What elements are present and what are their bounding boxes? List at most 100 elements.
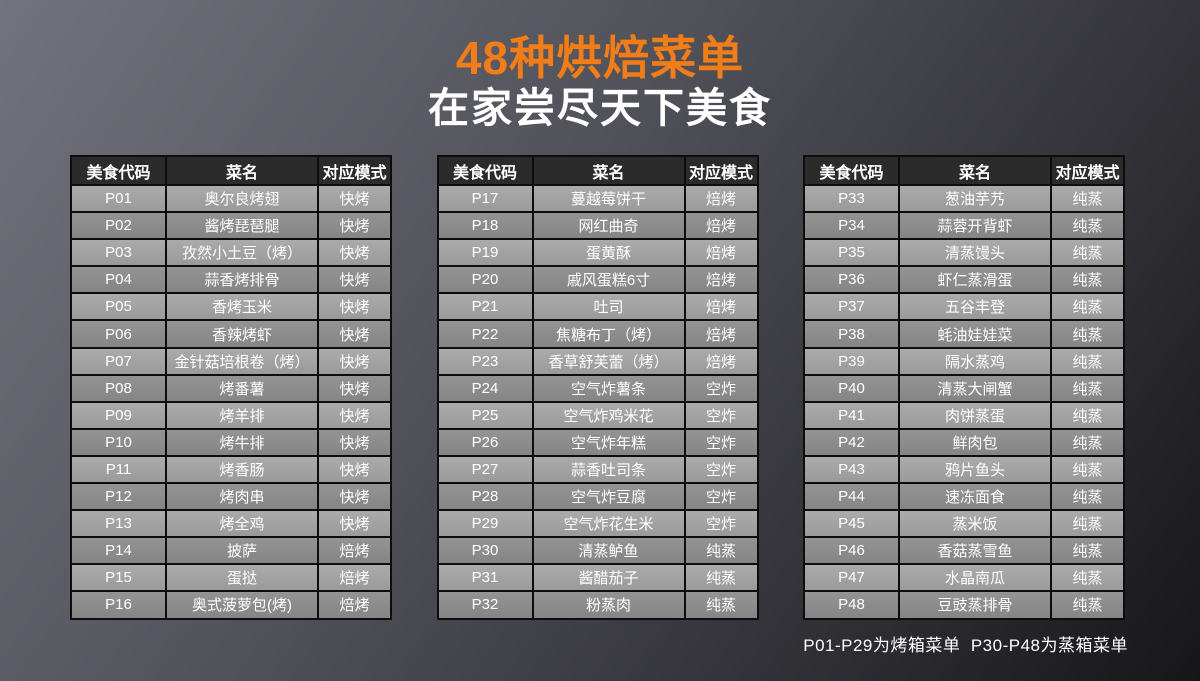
- table-row: P35 清蒸馒头 纯蒸: [803, 238, 1125, 268]
- code-cell: P40: [803, 373, 900, 403]
- table-row: P30 清蒸鲈鱼 纯蒸: [436, 536, 759, 566]
- dish-name-cell: 烤羊排: [165, 400, 319, 430]
- mode-cell: 焙烤: [317, 536, 392, 566]
- table-row: P44 速冻面食 纯蒸: [803, 482, 1125, 512]
- dish-name-cell: 吐司: [531, 292, 686, 322]
- mode-cell: 焙烤: [317, 563, 392, 593]
- menu-table-p17-p32: 美食代码 菜名 对应模式 P17 蔓越莓饼干 焙烤 P18 网红曲奇 焙烤 P19 蛋黄酥 焙烤 P20…: [436, 155, 759, 620]
- dish-name-cell: 烤全鸡: [165, 509, 319, 539]
- table-row: P32 粉蒸肉 纯蒸: [436, 590, 759, 620]
- code-cell: P20: [436, 265, 534, 295]
- mode-cell: 纯蒸: [683, 563, 759, 593]
- code-cell: P04: [70, 265, 167, 295]
- code-cell: P29: [436, 509, 534, 539]
- table-row: P36 虾仁蒸滑蛋 纯蒸: [803, 265, 1125, 295]
- mode-cell: 空炸: [683, 454, 759, 485]
- mode-cell: 快烤: [317, 427, 392, 457]
- dish-name-cell: 焦糖布丁（烤）: [531, 319, 686, 349]
- code-cell: P36: [803, 265, 900, 295]
- mode-cell: 焙烤: [683, 319, 759, 349]
- dish-name-cell: 速冻面食: [898, 482, 1052, 512]
- mode-cell: 快烤: [317, 346, 392, 376]
- mode-cell: 纯蒸: [1050, 427, 1125, 457]
- code-cell: P44: [803, 482, 900, 512]
- column-header: 美食代码: [70, 155, 167, 186]
- menu-table-p01-p16: 美食代码 菜名 对应模式 P01 奥尔良烤翅 快烤 P02 酱烤琵琶腿 快烤 P03 孜然小土豆（烤…: [70, 155, 392, 620]
- dish-name-cell: 蛋黄酥: [531, 238, 686, 268]
- table-row: P03 孜然小土豆（烤） 快烤: [70, 238, 392, 268]
- table-row: P29 空气炸花生米 空炸: [436, 509, 759, 539]
- code-cell: P13: [70, 509, 167, 539]
- mode-cell: 快烤: [317, 400, 392, 430]
- dish-name-cell: 蚝油娃娃菜: [898, 319, 1052, 349]
- code-cell: P09: [70, 400, 167, 430]
- table-row: P07 金针菇培根卷（烤） 快烤: [70, 346, 392, 376]
- table-row: P39 隔水蒸鸡 纯蒸: [803, 346, 1125, 376]
- dish-name-cell: 金针菇培根卷（烤）: [165, 346, 319, 376]
- code-cell: P38: [803, 319, 900, 349]
- code-cell: P43: [803, 454, 900, 485]
- code-cell: P21: [436, 292, 534, 322]
- mode-cell: 焙烤: [683, 265, 759, 295]
- mode-cell: 纯蒸: [1050, 536, 1125, 566]
- table-row: P14 披萨 焙烤: [70, 536, 392, 566]
- mode-cell: 纯蒸: [1050, 563, 1125, 593]
- table-row: P33 葱油芋艿 纯蒸: [803, 183, 1125, 214]
- code-cell: P26: [436, 427, 534, 457]
- dish-name-cell: 蒸米饭: [898, 509, 1052, 539]
- dish-name-cell: 清蒸大闸蟹: [898, 373, 1052, 403]
- code-cell: P08: [70, 373, 167, 403]
- code-cell: P30: [436, 536, 534, 566]
- table-row: P48 豆豉蒸排骨 纯蒸: [803, 590, 1125, 620]
- table-row: P02 酱烤琵琶腿 快烤: [70, 211, 392, 241]
- column-header: 菜名: [531, 155, 686, 186]
- dish-name-cell: 香草舒芙蕾（烤）: [531, 346, 686, 376]
- dish-name-cell: 五谷丰登: [898, 292, 1052, 322]
- code-cell: P15: [70, 563, 167, 593]
- page-title: 48种烘焙菜单: [455, 32, 745, 84]
- mode-cell: 焙烤: [683, 211, 759, 241]
- code-cell: P27: [436, 454, 534, 485]
- code-cell: P12: [70, 482, 167, 512]
- menu-table-p33-p48: 美食代码 菜名 对应模式 P33 葱油芋艿 纯蒸 P34 蒜蓉开背虾 纯蒸 P35 清蒸馒头 纯蒸 P3…: [803, 155, 1125, 620]
- dish-name-cell: 网红曲奇: [531, 211, 686, 241]
- code-cell: P32: [436, 590, 534, 620]
- mode-cell: 纯蒸: [1050, 346, 1125, 376]
- mode-cell: 快烤: [317, 292, 392, 322]
- mode-cell: 纯蒸: [1050, 319, 1125, 349]
- table-row: P10 烤牛排 快烤: [70, 427, 392, 457]
- dish-name-cell: 空气炸薯条: [531, 373, 686, 403]
- mode-cell: 纯蒸: [1050, 509, 1125, 539]
- code-cell: P10: [70, 427, 167, 457]
- footer-note: P01-P29为烤箱菜单 P30-P48为蒸箱菜单: [803, 636, 1128, 655]
- mode-cell: 纯蒸: [1050, 238, 1125, 268]
- table-row: P22 焦糖布丁（烤） 焙烤: [436, 319, 759, 349]
- code-cell: P01: [70, 183, 167, 214]
- table-row: P27 蒜香吐司条 空炸: [436, 454, 759, 485]
- code-cell: P46: [803, 536, 900, 566]
- code-cell: P11: [70, 454, 167, 485]
- code-cell: P47: [803, 563, 900, 593]
- table-row: P06 香辣烤虾 快烤: [70, 319, 392, 349]
- code-cell: P19: [436, 238, 534, 268]
- table-row: P47 水晶南瓜 纯蒸: [803, 563, 1125, 593]
- table-row: P04 蒜香烤排骨 快烤: [70, 265, 392, 295]
- table-row: P28 空气炸豆腐 空炸: [436, 482, 759, 512]
- table-row: P20 戚风蛋糕6寸 焙烤: [436, 265, 759, 295]
- dish-name-cell: 空气炸鸡米花: [531, 400, 686, 430]
- code-cell: P06: [70, 319, 167, 349]
- mode-cell: 空炸: [683, 509, 759, 539]
- dish-name-cell: 粉蒸肉: [531, 590, 686, 620]
- mode-cell: 快烤: [317, 482, 392, 512]
- mode-cell: 纯蒸: [1050, 211, 1125, 241]
- dish-name-cell: 清蒸馒头: [898, 238, 1052, 268]
- table-header-row: 美食代码 菜名 对应模式: [70, 155, 392, 186]
- code-cell: P07: [70, 346, 167, 376]
- table-row: P15 蛋挞 焙烤: [70, 563, 392, 593]
- mode-cell: 纯蒸: [683, 590, 759, 620]
- mode-cell: 纯蒸: [1050, 373, 1125, 403]
- table-row: P41 肉饼蒸蛋 纯蒸: [803, 400, 1125, 430]
- table-row: P17 蔓越莓饼干 焙烤: [436, 183, 759, 214]
- dish-name-cell: 烤肉串: [165, 482, 319, 512]
- mode-cell: 快烤: [317, 265, 392, 295]
